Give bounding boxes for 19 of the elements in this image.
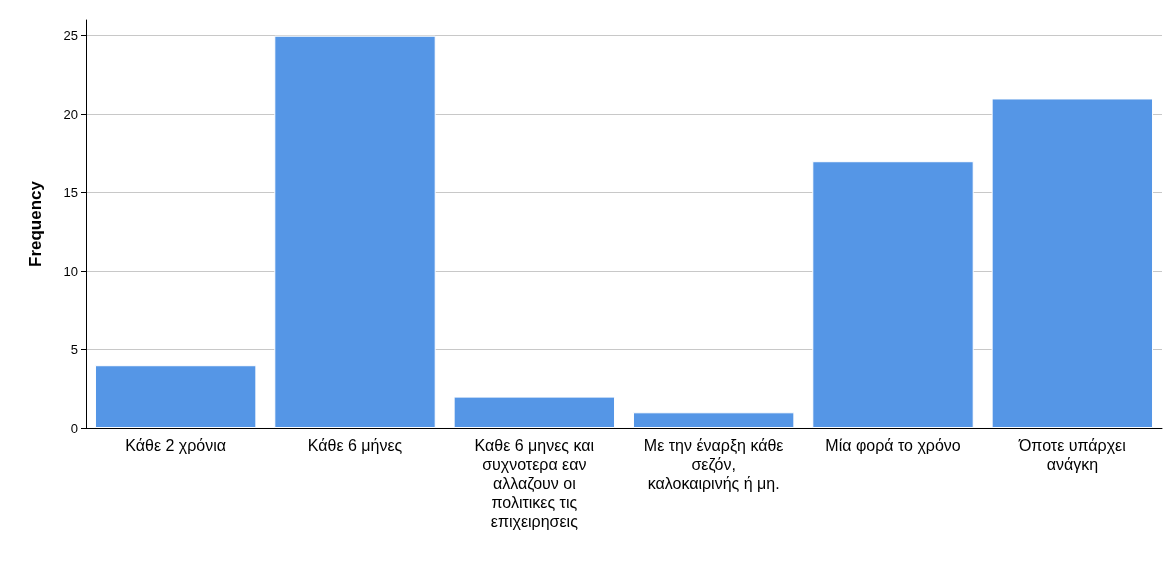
y-tick-label: 5 bbox=[70, 342, 78, 358]
y-tick-label: 10 bbox=[63, 263, 78, 279]
x-tick-label: Κάθε 6 μήνες bbox=[307, 437, 403, 454]
y-tick-label: 25 bbox=[63, 28, 78, 44]
y-tick-label: 15 bbox=[63, 185, 78, 201]
y-tick-label: 20 bbox=[63, 106, 78, 122]
y-axis-title: Frequency bbox=[26, 180, 45, 267]
bar bbox=[274, 35, 436, 428]
x-tick-label: Κάθε 2 χρόνια bbox=[125, 437, 227, 454]
bar bbox=[632, 412, 795, 428]
bar bbox=[94, 365, 257, 428]
y-tick-label: 0 bbox=[70, 420, 78, 436]
bar bbox=[991, 98, 1154, 428]
x-tick-label: Όποτε υπάρχει ανάγκη bbox=[1017, 437, 1127, 473]
x-tick-label: Καθε 6 μηνες και συχνοτερα εαν αλλαζουν οι πολιτικες τις επιχειρησεις bbox=[474, 437, 595, 530]
bar bbox=[453, 396, 616, 428]
x-tick-label: Μία φορά το χρόνο bbox=[825, 437, 961, 454]
bar bbox=[812, 161, 974, 428]
x-tick-label: Με την έναρξη κάθε σεζόν, καλοκαιρινής ή μη. bbox=[643, 437, 784, 492]
